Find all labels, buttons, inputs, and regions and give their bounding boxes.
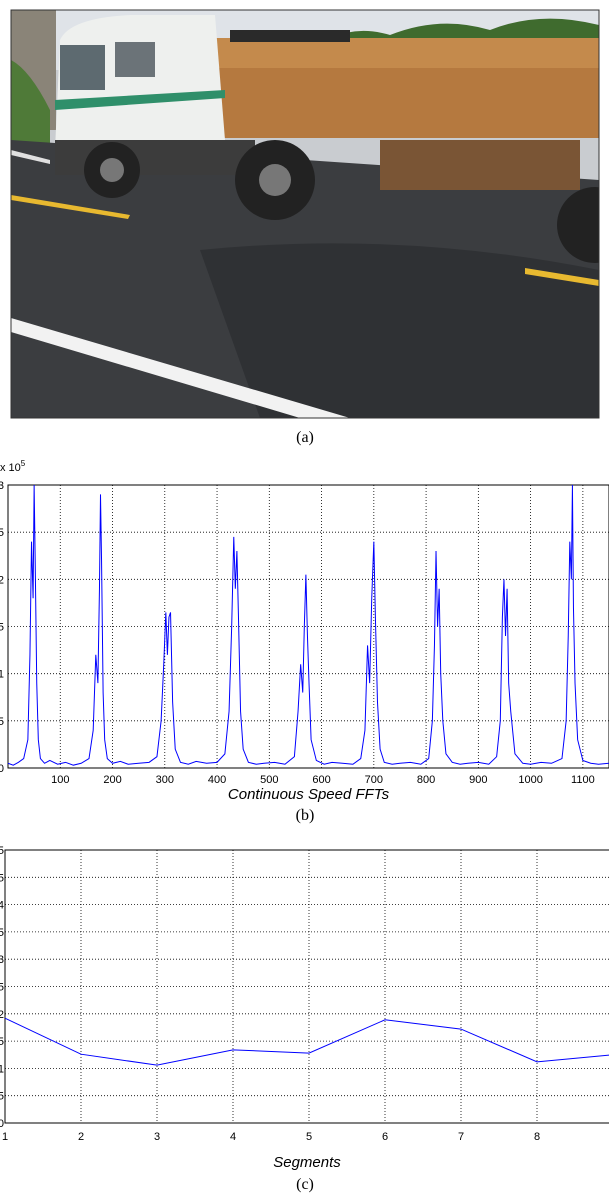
y-tick-label: 0 [0,1118,4,1130]
x-tick-label: 3 [154,1131,160,1143]
caption: (c) [296,1176,314,1193]
y-tick-label: 3.5 [0,927,4,939]
y-tick-label: 1 [0,669,4,681]
y-scale-base: x 10 [0,462,21,474]
x-tick-label: 300 [156,774,174,786]
x-tick-label: 1100 [571,774,595,786]
x-tick-label: 500 [260,774,278,786]
x-tick-label: 6 [382,1131,388,1143]
plot-frame [7,484,609,769]
y-tick-label: 5 [0,845,4,857]
y-tick-label: 2.5 [0,982,4,994]
x-tick-label: 8 [534,1131,540,1143]
y-tick-label: 4.5 [0,872,4,884]
y-tick-label: 4 [0,900,4,912]
y-tick-label: 1.5 [0,1036,4,1048]
data-line [7,484,609,766]
y-tick-label: 1.5 [0,622,4,634]
x-tick-label: 7 [458,1131,464,1143]
x-axis-label: Segments [273,1154,341,1171]
x-tick-label: 1000 [518,774,542,786]
x-tick-label: 900 [469,774,487,786]
y-scale-exponent: 5 [21,459,26,468]
data-line [4,1017,609,1066]
photo [11,10,599,418]
x-tick-label: 400 [208,774,226,786]
x-axis-label: Continuous Speed FFTs [228,786,390,803]
photo-caption: (a) [296,429,314,446]
y-tick-label: 0.5 [0,1091,4,1103]
y-tick-label: 0 [0,763,4,775]
y-tick-label: 2.5 [0,527,4,539]
y-tick-label: 3 [0,954,4,966]
x-tick-label: 600 [312,774,330,786]
y-tick-label: 0.5 [0,716,4,728]
x-tick-label: 700 [365,774,383,786]
caption: (b) [296,807,315,824]
y-tick-label: 3 [0,480,4,492]
x-tick-label: 4 [230,1131,236,1143]
y-tick-label: 2 [0,574,4,586]
y-tick-label: 1 [0,1063,4,1075]
x-tick-label: 2 [78,1131,84,1143]
x-tick-label: 5 [306,1131,312,1143]
x-tick-label: 100 [51,774,69,786]
y-tick-label: 2 [0,1009,4,1021]
x-tick-label: 200 [103,774,121,786]
plot-frame [4,849,609,1124]
photo-frame [10,9,600,419]
x-tick-label: 800 [417,774,435,786]
y-scale-label: x 105 [0,459,26,474]
x-tick-label: 1 [2,1131,8,1143]
